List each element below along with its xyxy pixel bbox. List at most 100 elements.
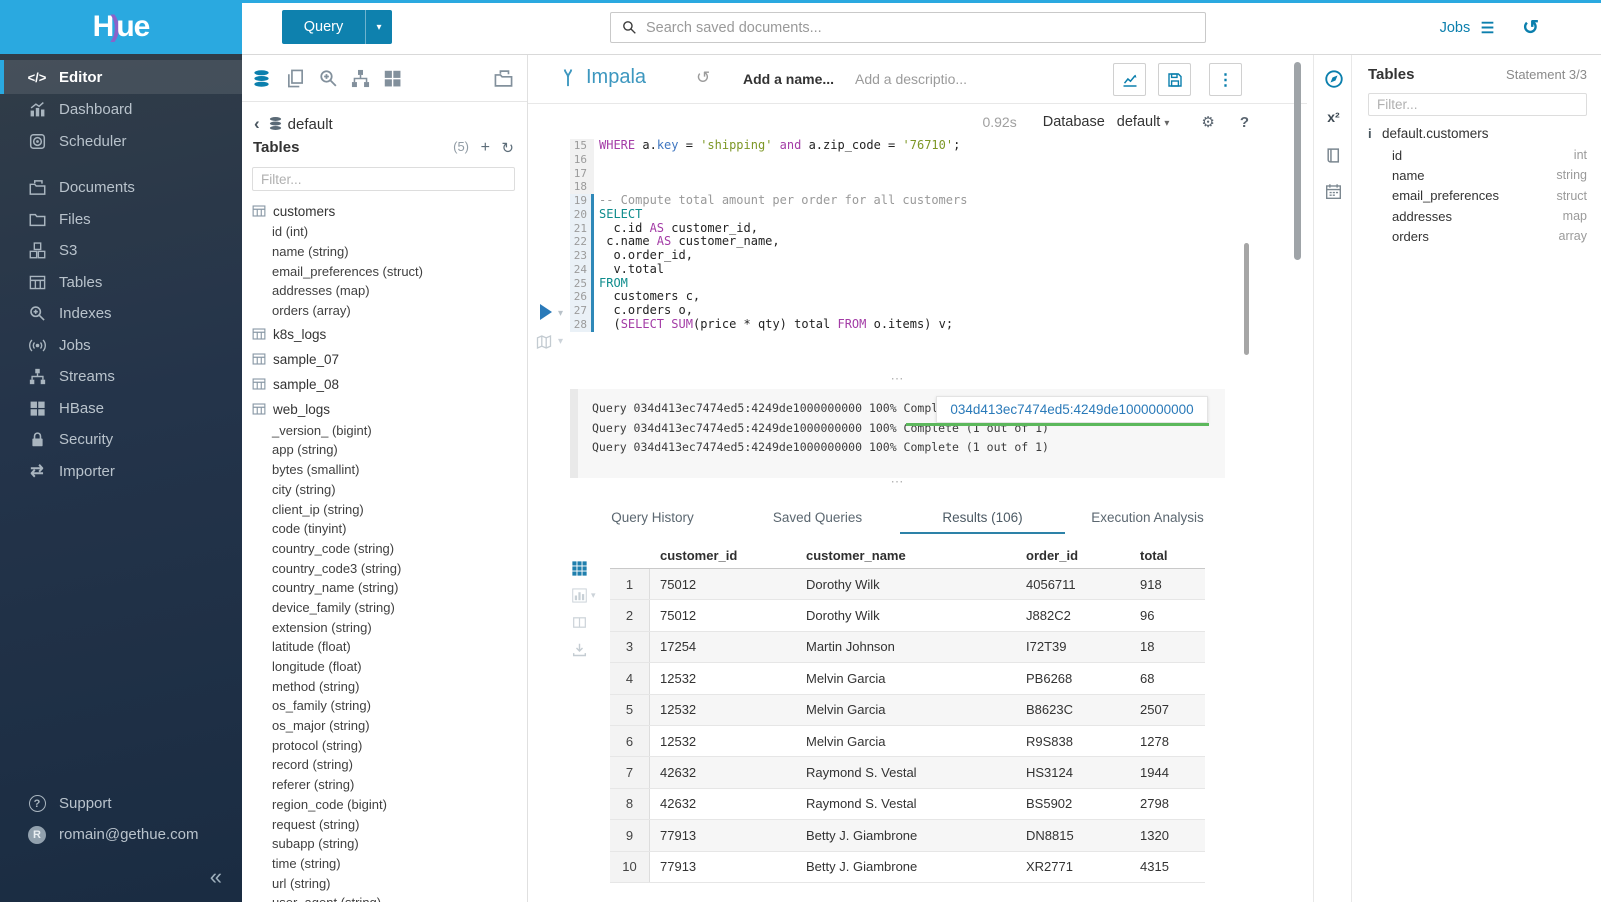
column-header-order-id[interactable]: order_id (1026, 547, 1079, 563)
code-line[interactable]: 22 c.name AS customer_name, (570, 234, 1260, 249)
minimap-icon[interactable] (536, 333, 552, 351)
assist-table-sample-08[interactable]: sample_08 (252, 373, 527, 395)
sidebar-item-tables[interactable]: Tables (0, 267, 242, 299)
code-scrollbar[interactable] (1244, 243, 1249, 355)
assist-column[interactable]: country_name (string) (272, 580, 399, 596)
add-table-icon[interactable]: + (480, 139, 490, 156)
documents-assist-icon[interactable] (286, 69, 305, 88)
more-actions-button[interactable]: ⋮ (1209, 63, 1242, 96)
database-select[interactable]: default ▾ (1116, 114, 1170, 130)
assist-table-customers[interactable]: customers (252, 200, 527, 222)
assist-column[interactable]: city (string) (272, 481, 336, 497)
tab-saved-queries[interactable]: Saved Queries (772, 510, 863, 525)
column-header-customer-name[interactable]: customer_name (806, 547, 906, 563)
assist-column[interactable]: longitude (float) (272, 659, 362, 675)
chart-button[interactable] (1113, 63, 1146, 96)
schedule-icon[interactable] (1314, 183, 1353, 200)
assist-column[interactable]: extension (string) (272, 619, 372, 635)
info-icon[interactable]: i (1368, 126, 1372, 141)
assist-column[interactable]: record (string) (272, 757, 353, 773)
databases-icon[interactable] (252, 69, 271, 88)
query-history-icon[interactable]: ↺ (696, 68, 711, 87)
language-reference-icon[interactable] (1314, 147, 1353, 164)
right-filter-input[interactable] (1368, 93, 1587, 116)
assist-column[interactable]: url (string) (272, 875, 331, 891)
sidebar-item-hbase[interactable]: HBase (0, 393, 242, 425)
new-query-button[interactable]: Query ▾ (282, 10, 392, 44)
tab-execution-analysis[interactable]: Execution Analysis (1091, 510, 1204, 525)
assist-column[interactable]: code (tinyint) (272, 521, 347, 537)
sidebar-item-streams[interactable]: Streams (0, 361, 242, 393)
sidebar-item-security[interactable]: Security (0, 424, 242, 456)
sidebar-item-importer[interactable]: ⇄ Importer (0, 456, 242, 488)
code-line[interactable]: 16 (570, 152, 1260, 167)
assist-column[interactable]: country_code3 (string) (272, 560, 402, 576)
hbase-assist-icon[interactable] (383, 69, 402, 88)
assist-column[interactable]: _version_ (bigint) (272, 422, 372, 438)
jobs-link[interactable]: Jobs (1439, 19, 1471, 36)
run-query-button[interactable] (540, 304, 552, 320)
assist-column[interactable]: subapp (string) (272, 836, 359, 852)
assist-column[interactable]: email_preferences (struct) (272, 263, 423, 279)
code-line[interactable]: 24 v.total (570, 262, 1260, 277)
sidebar-item-editor[interactable]: </> Editor (0, 60, 242, 94)
assist-column[interactable]: client_ip (string) (272, 501, 364, 517)
main-scrollbar[interactable] (1294, 62, 1301, 260)
chart-view-icon[interactable]: ▾ (572, 588, 596, 603)
assist-column[interactable]: device_family (string) (272, 599, 395, 615)
save-button[interactable] (1158, 63, 1191, 96)
assist-column[interactable]: time (string) (272, 855, 341, 871)
assist-column[interactable]: protocol (string) (272, 737, 363, 753)
code-line[interactable]: 27 c.orders o, (570, 303, 1260, 318)
sidebar-item-s3[interactable]: S3 (0, 235, 242, 267)
assist-column[interactable]: os_family (string) (272, 698, 371, 714)
search-assist-icon[interactable] (319, 69, 338, 88)
active-table-name[interactable]: default.customers (1382, 126, 1489, 141)
right-column-email-preferences[interactable]: email_preferences struct (1368, 186, 1587, 206)
assist-column[interactable]: region_code (bigint) (272, 796, 387, 812)
gear-icon[interactable]: ⚙ (1201, 114, 1215, 131)
code-line[interactable]: 28 (SELECT SUM(price * qty) total FROM o… (570, 317, 1260, 332)
code-line[interactable]: 23 o.order_id, (570, 248, 1260, 263)
code-line[interactable]: 20 SELECT (570, 207, 1260, 222)
refresh-icon[interactable]: ↻ (501, 140, 514, 157)
sidebar-collapse-button[interactable]: « (209, 864, 222, 889)
breadcrumb-database[interactable]: default (287, 115, 333, 133)
global-search[interactable] (610, 12, 1206, 43)
streams-assist-icon[interactable] (351, 69, 370, 88)
assist-table-sample-07[interactable]: sample_07 (252, 348, 527, 370)
assist-column[interactable]: country_code (string) (272, 540, 395, 556)
back-chevron-icon[interactable]: ‹ (254, 114, 260, 133)
assist-column[interactable]: orders (array) (272, 303, 351, 319)
jobs-list-icon[interactable] (1479, 19, 1496, 36)
code-line[interactable]: 18 (570, 180, 1260, 194)
assist-column[interactable]: name (string) (272, 244, 349, 260)
assist-column[interactable]: user_agent (string) (252, 893, 527, 902)
assist-column[interactable]: app (string) (272, 442, 338, 458)
code-line[interactable]: 15 WHERE a.key = 'shipping' and a.zip_cod… (570, 138, 1260, 153)
sidebar-item-jobs[interactable]: Jobs (0, 330, 242, 362)
functions-icon[interactable]: x² (1327, 109, 1340, 125)
right-column-addresses[interactable]: addresses map (1368, 206, 1587, 226)
sidebar-item-files[interactable]: Files (0, 204, 242, 236)
assist-table-k8s-logs[interactable]: k8s_logs (252, 323, 527, 345)
sidebar-item-documents[interactable]: Documents (0, 172, 242, 204)
query-name-field[interactable]: Add a name... (743, 71, 835, 87)
code-line[interactable]: 25 FROM (570, 276, 1260, 291)
history-icon[interactable]: ↺ (1522, 17, 1539, 39)
code-editor[interactable]: 15 WHERE a.key = 'shipping' and a.zip_cod… (570, 138, 1260, 332)
assist-column[interactable]: method (string) (272, 678, 360, 694)
resize-handle-bottom[interactable]: ⋯ (890, 474, 905, 489)
minimap-caret[interactable]: ▾ (558, 336, 564, 347)
query-dropdown-caret[interactable]: ▾ (365, 10, 392, 44)
column-header-customer-id[interactable]: customer_id (660, 547, 738, 563)
assist-table-web-logs[interactable]: web_logs (252, 398, 527, 420)
sidebar-item-scheduler[interactable]: Scheduler (0, 126, 242, 158)
column-header-total[interactable]: total (1140, 547, 1168, 563)
assistant-compass-icon[interactable] (1314, 69, 1353, 89)
download-icon[interactable] (572, 642, 596, 657)
right-column-orders[interactable]: orders array (1368, 226, 1587, 246)
columns-view-icon[interactable] (572, 615, 596, 630)
assist-column[interactable]: id (int) (272, 224, 309, 240)
search-input[interactable] (646, 19, 1205, 36)
